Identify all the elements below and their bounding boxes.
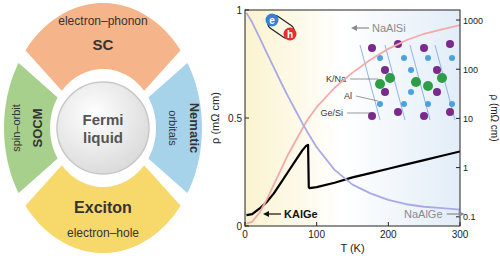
diagram-segment bbox=[24, 164, 182, 254]
segment-inner-text: orbitals bbox=[167, 110, 179, 146]
legend-arrow-head bbox=[351, 25, 357, 31]
segment-outer-text: Nematic bbox=[187, 103, 202, 154]
legend-arrow bbox=[267, 213, 281, 214]
diagram-segment bbox=[24, 2, 182, 92]
inset-label: Ge/Si bbox=[320, 108, 343, 118]
leader-line bbox=[350, 79, 378, 80]
legend-arrow bbox=[447, 213, 461, 214]
y2-tick bbox=[456, 20, 460, 21]
atom-ge bbox=[420, 44, 428, 52]
series-line bbox=[246, 13, 460, 210]
icon-pill bbox=[265, 13, 298, 42]
atom-ge bbox=[381, 88, 389, 96]
atom-k bbox=[411, 77, 421, 87]
segment-outer-text: electron–hole bbox=[67, 226, 139, 240]
y2-tick-label: 100 bbox=[463, 65, 478, 75]
leader-line bbox=[347, 113, 370, 114]
atom-ge bbox=[433, 88, 441, 96]
center-text: liquid bbox=[83, 129, 123, 146]
atom-k bbox=[375, 79, 385, 89]
legend-arrow-head bbox=[263, 211, 269, 217]
atom-al bbox=[401, 101, 407, 107]
y-tick-label: 1 bbox=[236, 5, 242, 16]
y2-tick bbox=[456, 167, 460, 168]
y-axis-title: ρ (mΩ cm) bbox=[209, 92, 221, 144]
atom-al bbox=[425, 55, 431, 61]
x-tick bbox=[245, 222, 246, 226]
x-axis-title: T (K) bbox=[340, 242, 364, 254]
y-tick bbox=[245, 10, 249, 11]
atom-ge bbox=[420, 112, 428, 120]
diagram-segment bbox=[3, 61, 59, 195]
diagram: electron–phonon SC Nematic orbitals Exciton e… bbox=[3, 2, 203, 254]
atom-al bbox=[408, 67, 414, 73]
y-tick-label: 0.5 bbox=[228, 113, 242, 124]
plot-frame bbox=[245, 10, 460, 226]
plot-background bbox=[245, 10, 460, 226]
bond bbox=[435, 45, 455, 120]
x-tick-label: 200 bbox=[380, 229, 397, 240]
electron bbox=[266, 14, 279, 27]
y2-tick-label: 1000 bbox=[463, 16, 483, 26]
structure-inset: K/Na AlGe/Si bbox=[320, 40, 455, 120]
atom-ge bbox=[368, 44, 376, 52]
atom-k bbox=[385, 73, 395, 83]
atom-al bbox=[408, 89, 414, 95]
legend-arrow-head bbox=[459, 211, 465, 217]
atom-k bbox=[437, 73, 447, 83]
atom-ge bbox=[446, 108, 454, 116]
y2-tick bbox=[456, 118, 460, 119]
x-tick-label: 300 bbox=[452, 229, 469, 240]
atom-al bbox=[425, 101, 431, 107]
atom-al bbox=[401, 55, 407, 61]
segment-inner-text: SOCM bbox=[30, 109, 45, 148]
y2-tick bbox=[456, 69, 460, 70]
atom-ge bbox=[433, 66, 441, 74]
y2-axis-title: ρ (mΩ cm) bbox=[489, 94, 500, 141]
atom-ge bbox=[381, 66, 389, 74]
atom-ge bbox=[446, 40, 454, 48]
inset-label: Al bbox=[344, 91, 352, 101]
center-circle bbox=[57, 82, 149, 174]
icon-text: h bbox=[287, 29, 293, 40]
legend: KAlGe NaAlSi NaAlGe bbox=[263, 22, 465, 220]
segment-outer-text: electron–phonon bbox=[58, 14, 147, 28]
legend-label: NaAlSi bbox=[372, 22, 406, 34]
atom-al bbox=[449, 55, 455, 61]
x-tick bbox=[388, 222, 389, 226]
hole bbox=[284, 28, 297, 41]
center-text: Fermi bbox=[83, 111, 124, 128]
atom-al bbox=[449, 101, 455, 107]
legend-arrow bbox=[355, 27, 369, 28]
canvas: electron–phonon SC Nematic orbitals Exciton e… bbox=[0, 0, 500, 256]
atom-ge bbox=[394, 108, 402, 116]
leader-line bbox=[356, 96, 378, 101]
eh-icon: eh bbox=[265, 13, 298, 42]
lines bbox=[246, 13, 460, 224]
y2-tick-label: 10 bbox=[463, 114, 473, 124]
atom-k bbox=[423, 81, 433, 91]
inset-label: K/Na bbox=[326, 74, 346, 84]
y2-tick-label: 0.1 bbox=[463, 212, 476, 222]
segment-inner-text: SC bbox=[93, 36, 114, 53]
y-tick bbox=[245, 118, 249, 119]
series-line bbox=[246, 145, 460, 215]
segment-outer-text: spin–orbit bbox=[10, 104, 22, 152]
series-line bbox=[246, 25, 460, 224]
x-tick-label: 100 bbox=[308, 229, 325, 240]
y2-tick-label: 1 bbox=[463, 163, 468, 173]
x-tick bbox=[316, 222, 317, 226]
diagram-segment bbox=[147, 61, 203, 195]
x-tick bbox=[460, 222, 461, 226]
y-tick-label: 0 bbox=[236, 221, 242, 232]
legend-label: KAlGe bbox=[284, 208, 318, 220]
segment-inner-text: Exciton bbox=[74, 199, 132, 216]
legend-label: NaAlGe bbox=[404, 208, 443, 220]
x-tick-label: 0 bbox=[242, 229, 248, 240]
axes: 0 100 200 300 0 0.5 1 0.1 1 10 100 1000 T (K) ρ (mΩ c… bbox=[209, 5, 500, 255]
y-tick bbox=[245, 226, 249, 227]
icon-text: e bbox=[269, 15, 275, 26]
atom-al bbox=[377, 101, 383, 107]
